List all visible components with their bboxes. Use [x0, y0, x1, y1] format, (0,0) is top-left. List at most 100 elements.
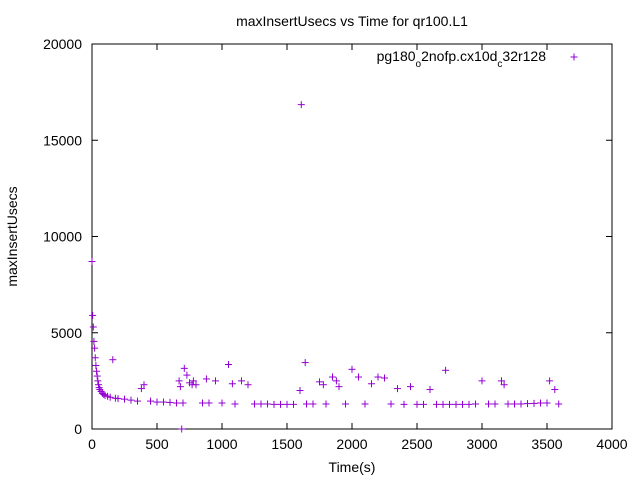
data-point	[472, 400, 479, 408]
data-point	[121, 395, 128, 403]
data-point	[303, 400, 310, 408]
data-point	[439, 400, 447, 408]
data-point	[179, 399, 187, 407]
data-point	[91, 344, 99, 352]
data-point	[504, 400, 512, 408]
data-point	[109, 356, 117, 364]
data-point	[348, 365, 356, 373]
data-point	[530, 399, 538, 407]
data-point	[100, 390, 108, 398]
legend-label-part: 2nofp.cx10d	[421, 48, 497, 64]
data-point	[459, 400, 466, 408]
y-tick-label: 15000	[43, 132, 82, 148]
data-point	[140, 381, 148, 389]
legend-label-part: 32r128	[502, 48, 546, 64]
x-tick-label: 2500	[401, 436, 432, 452]
chart-title: maxInsertUsecs vs Time for qr100.L1	[236, 13, 468, 29]
data-point	[270, 400, 278, 408]
data-point	[433, 400, 440, 408]
data-point	[478, 377, 486, 385]
y-axis-label: maxInsertUsecs	[4, 186, 20, 286]
data-point	[94, 377, 102, 385]
legend-label-part: pg180	[377, 48, 416, 64]
data-point	[277, 400, 284, 408]
data-point	[225, 361, 232, 369]
data-point	[218, 399, 226, 407]
x-tick-label: 2000	[336, 436, 367, 452]
x-axis-label: Time(s)	[329, 459, 376, 475]
data-point	[361, 400, 369, 408]
data-point	[134, 397, 141, 405]
legend: pg180o2nofp.cx10dc32r128	[377, 48, 578, 70]
y-tick-label: 20000	[43, 36, 82, 52]
x-tick-label: 4000	[596, 436, 627, 452]
data-point	[407, 383, 414, 391]
data-point	[555, 400, 563, 408]
data-point	[90, 337, 98, 345]
data-point	[400, 400, 408, 408]
data-point	[498, 377, 505, 385]
data-point	[180, 364, 188, 372]
data-points	[88, 101, 563, 433]
data-point	[290, 400, 297, 408]
data-point	[442, 366, 450, 374]
data-point	[205, 399, 213, 407]
data-point	[114, 395, 122, 403]
data-point	[231, 400, 239, 408]
data-point	[283, 400, 291, 408]
data-point	[264, 400, 271, 408]
data-point	[329, 373, 336, 381]
data-point	[202, 375, 210, 383]
data-point	[89, 323, 97, 331]
data-point	[251, 400, 258, 408]
legend-label: pg180o2nofp.cx10dc32r128	[377, 48, 547, 70]
data-point	[524, 400, 531, 408]
legend-label-part: o	[416, 59, 422, 70]
data-point	[465, 400, 473, 408]
data-point	[173, 399, 180, 407]
data-point	[192, 381, 200, 389]
y-axis-ticks: 0 5000 10000 15000 20000	[43, 36, 612, 437]
data-point	[485, 400, 492, 408]
data-point	[92, 361, 100, 369]
data-point	[316, 378, 323, 386]
data-point	[88, 258, 96, 266]
data-point	[387, 400, 395, 408]
x-tick-label: 3500	[531, 436, 562, 452]
data-point	[537, 399, 544, 407]
data-point	[93, 372, 101, 380]
data-point	[212, 377, 219, 385]
data-point	[335, 383, 343, 391]
data-point	[296, 387, 304, 394]
legend-marker	[570, 53, 578, 61]
x-tick-label: 1500	[271, 436, 302, 452]
data-point	[244, 381, 252, 389]
data-point	[176, 383, 184, 391]
x-axis-ticks: 0 500 1000 1500 2000 2500 3000 3500 4000	[88, 44, 628, 452]
x-tick-label: 3000	[466, 436, 497, 452]
data-point	[166, 398, 174, 406]
data-point	[137, 385, 145, 393]
data-point	[543, 399, 551, 407]
data-point	[127, 396, 135, 404]
legend-plus-marker	[570, 53, 578, 61]
data-point	[89, 311, 97, 319]
data-point	[228, 380, 236, 388]
x-tick-label: 1000	[206, 436, 237, 452]
data-point	[420, 400, 427, 408]
data-point	[301, 359, 309, 367]
y-tick-label: 5000	[51, 325, 82, 341]
data-point	[426, 386, 434, 394]
data-point	[381, 374, 388, 382]
data-point	[178, 425, 186, 433]
x-tick-label: 500	[145, 436, 169, 452]
data-point	[452, 400, 460, 408]
data-point	[297, 101, 305, 109]
data-point	[546, 377, 554, 385]
data-point	[189, 377, 197, 385]
data-point	[355, 373, 362, 381]
x-tick-label: 0	[88, 436, 96, 452]
data-point	[91, 354, 99, 362]
data-point	[153, 398, 161, 406]
